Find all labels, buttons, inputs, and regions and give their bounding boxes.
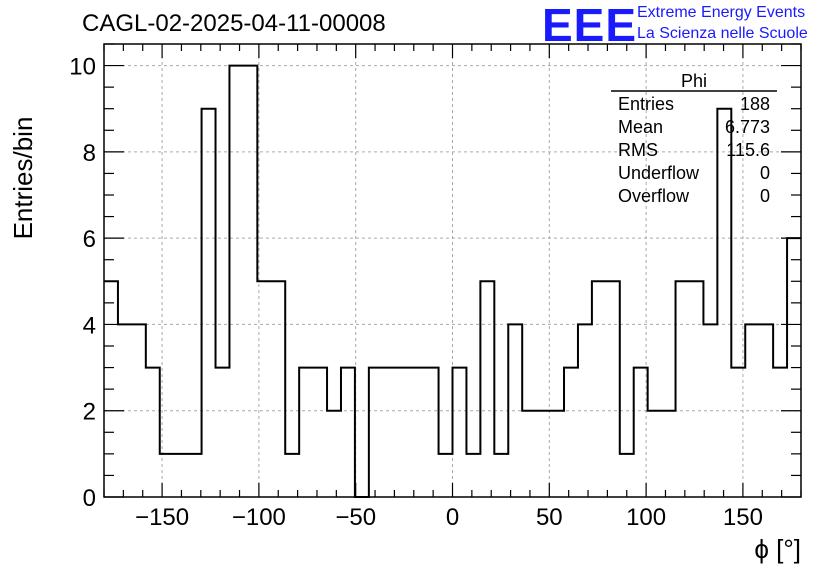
stats-title: Phi bbox=[681, 71, 707, 91]
stats-value: 6.773 bbox=[725, 117, 770, 137]
x-tick-labels: −150 −100 −50 0 50 100 150 bbox=[135, 504, 763, 531]
x-tick-label: 50 bbox=[536, 504, 563, 531]
x-tick-label: 100 bbox=[626, 504, 666, 531]
x-tick-label: 150 bbox=[723, 504, 763, 531]
stats-box: Phi Entries 188 Mean 6.773 RMS 115.6 Underflow… bbox=[611, 71, 777, 206]
stats-label: Underflow bbox=[618, 163, 700, 183]
stats-label: Mean bbox=[618, 117, 663, 137]
org-line-2: La Scienza nelle Scuole bbox=[637, 25, 808, 42]
stats-label: Entries bbox=[618, 94, 674, 114]
y-tick-label: 6 bbox=[83, 226, 96, 253]
stats-label: Overflow bbox=[618, 186, 690, 206]
x-tick-label: 0 bbox=[446, 504, 459, 531]
y-tick-label: 4 bbox=[83, 312, 96, 339]
y-tick-label: 2 bbox=[83, 399, 96, 426]
x-tick-label: −150 bbox=[135, 504, 189, 531]
stats-value: 115.6 bbox=[726, 140, 770, 160]
stats-value: 0 bbox=[760, 186, 770, 206]
x-tick-label: −100 bbox=[232, 504, 286, 531]
eee-logo: EEE bbox=[542, 0, 638, 51]
y-tick-labels: 0 2 4 6 8 10 bbox=[69, 54, 96, 512]
x-axis-title: ϕ [°] bbox=[754, 534, 801, 564]
chart-title: CAGL-02-2025-04-11-00008 bbox=[82, 10, 386, 37]
y-tick-label: 10 bbox=[69, 54, 96, 81]
y-tick-label: 0 bbox=[83, 485, 96, 512]
histogram-step-line bbox=[104, 64, 801, 498]
stats-rows: Entries 188 Mean 6.773 RMS 115.6 Underflow 0 Ove… bbox=[618, 94, 770, 206]
org-line-1: Extreme Energy Events bbox=[637, 4, 806, 21]
stats-value: 188 bbox=[740, 94, 770, 114]
y-tick-label: 8 bbox=[83, 140, 96, 167]
y-axis-title: Entries/bin bbox=[8, 117, 38, 240]
stats-label: RMS bbox=[618, 140, 658, 160]
axis-ticks bbox=[103, 43, 802, 498]
x-tick-label: −50 bbox=[335, 504, 376, 531]
stats-value: 0 bbox=[760, 163, 770, 183]
